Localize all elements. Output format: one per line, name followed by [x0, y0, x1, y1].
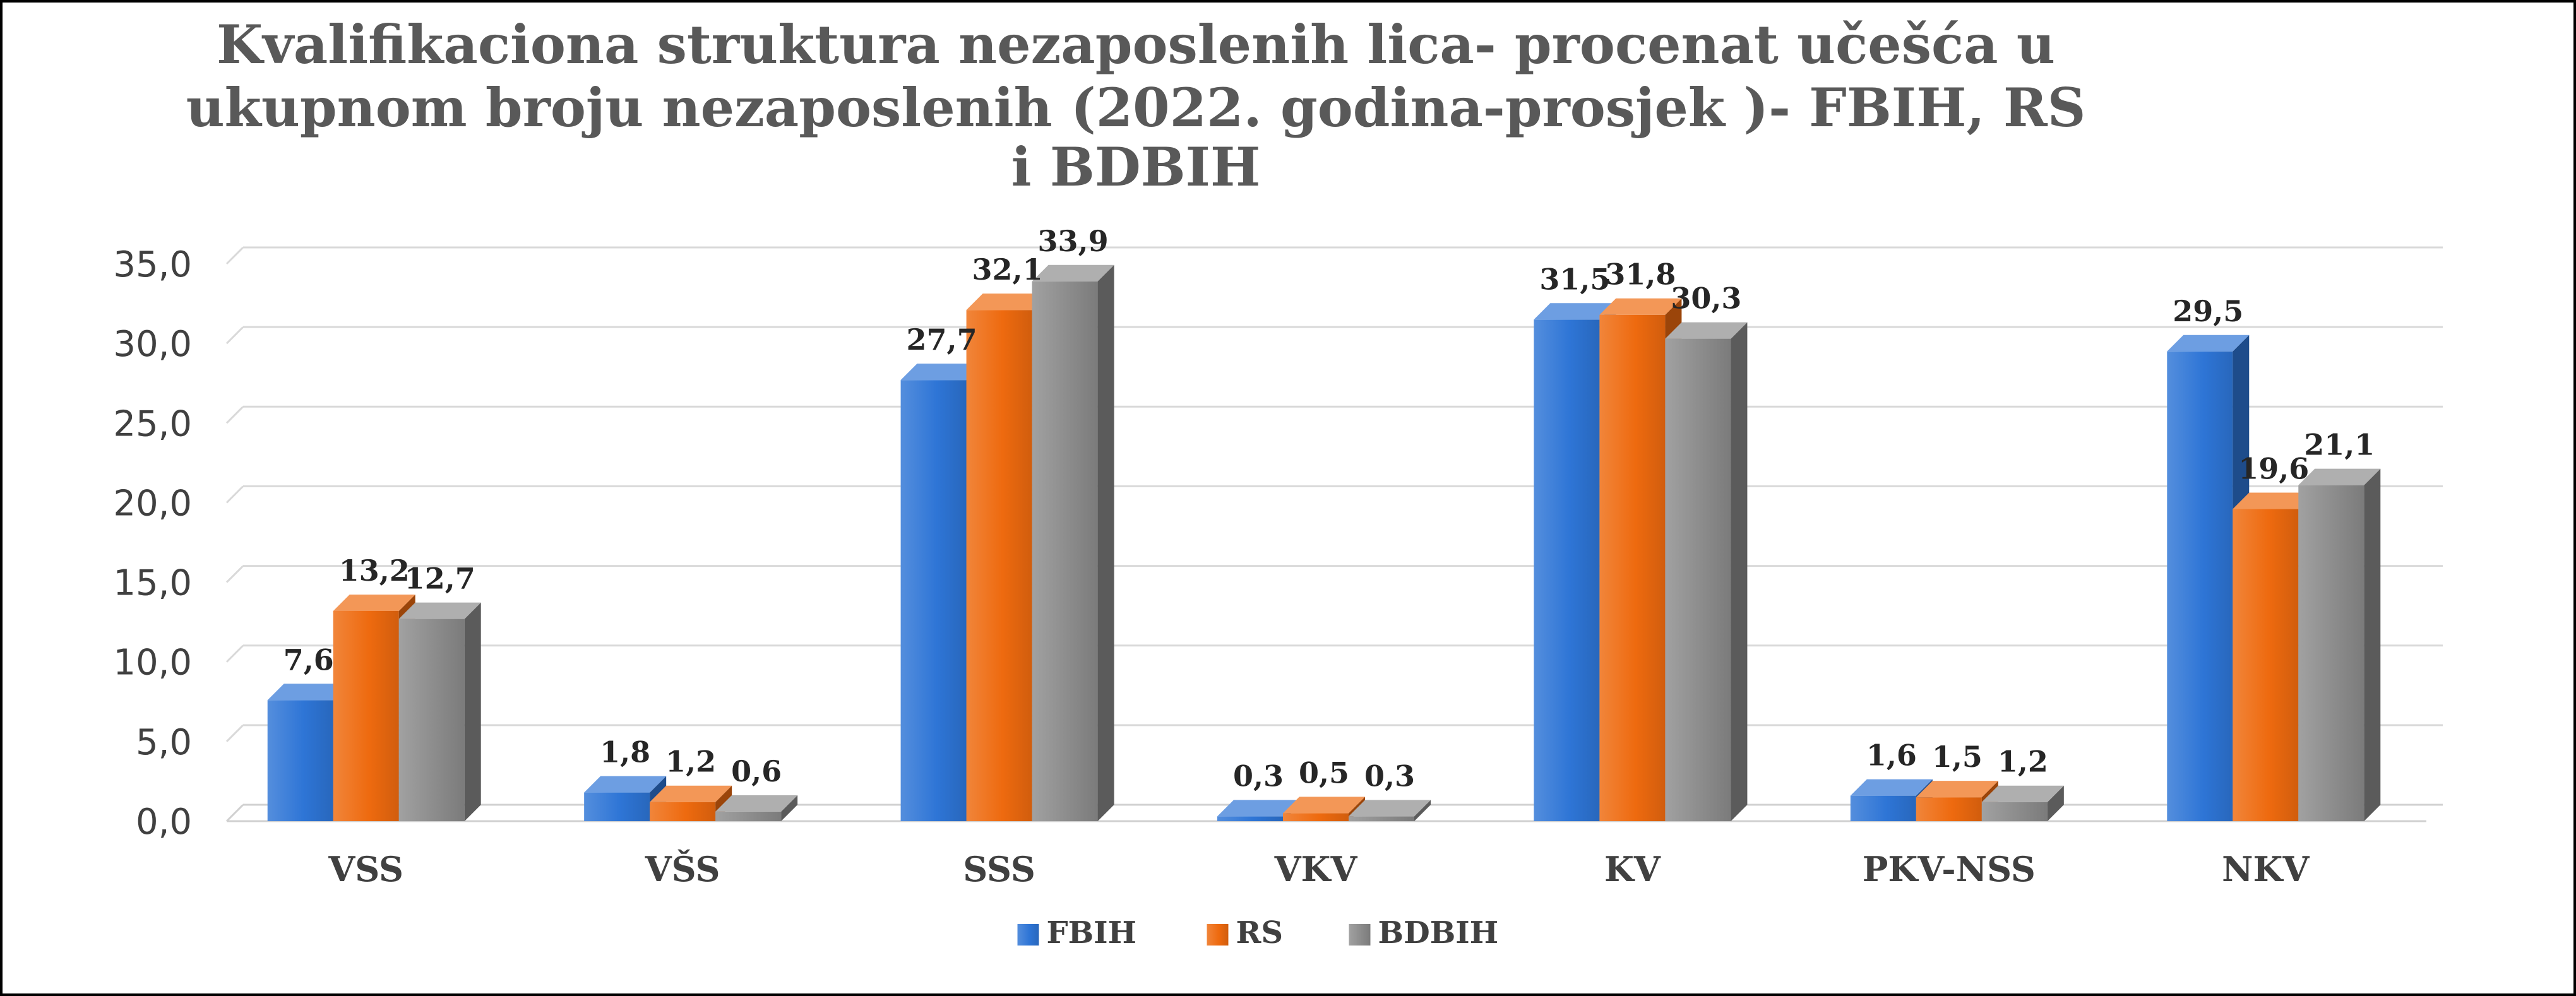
data-label: 31,8 [1605, 258, 1676, 292]
x-axis-ticks: VSS VŠS SSS VKV KV PKV-NSS NKV [328, 849, 2310, 889]
bar-bdbih-sss [1032, 264, 1114, 821]
data-label: 1,8 [600, 735, 650, 769]
x-tick-label: KV [1604, 849, 1661, 889]
legend-swatch [1017, 924, 1039, 946]
chart-title-line-2: ukupnom broju nezaposlenih (2022. godina… [186, 76, 2086, 139]
bars [267, 264, 2381, 822]
y-tick-label: 35,0 [113, 244, 192, 285]
gridline [225, 246, 2443, 265]
data-label: 1,5 [1932, 740, 1983, 774]
y-tick-label: 10,0 [113, 643, 192, 684]
data-label: 0,3 [1364, 759, 1415, 793]
legend-label: BDBIH [1378, 915, 1499, 951]
data-label: 1,2 [1998, 745, 2048, 779]
legend-label: FBIH [1047, 915, 1136, 951]
data-label: 1,6 [1866, 738, 1917, 773]
legend: FBIH RS BDBIH [1017, 915, 1499, 951]
gridline [225, 724, 2443, 742]
data-label: 0,3 [1233, 759, 1284, 793]
data-label: 19,6 [2238, 452, 2309, 486]
y-tick-label: 25,0 [113, 403, 192, 444]
x-tick-label: SSS [963, 849, 1035, 889]
y-tick-label: 15,0 [113, 563, 192, 604]
legend-item-fbih: FBIH [1017, 915, 1136, 951]
data-label: 0,6 [731, 754, 782, 788]
data-label: 7,6 [283, 643, 334, 677]
legend-item-rs: RS [1207, 915, 1284, 951]
bar-fbih-vss [584, 776, 667, 821]
bar-bdbih-vkv [1349, 800, 1431, 821]
gridline [225, 326, 2443, 345]
y-tick-label: 30,0 [113, 324, 192, 365]
chart-title-line-1: Kvalifikaciona struktura nezaposlenih li… [217, 13, 2055, 76]
legend-item-bdbih: BDBIH [1349, 915, 1499, 951]
y-tick-label: 5,0 [136, 722, 192, 763]
x-tick-label: VSS [328, 849, 403, 889]
data-label: 33,9 [1038, 224, 1109, 258]
bar-rs-vss [650, 785, 732, 821]
data-label: 27,7 [907, 323, 977, 357]
data-label: 12,7 [405, 562, 475, 596]
gridlines [225, 246, 2443, 822]
x-tick-label: VŠS [645, 849, 720, 889]
data-label: 31,5 [1539, 262, 1610, 296]
bar-bdbih-kv [1665, 322, 1748, 821]
data-labels: 7,6 13,212,7 1,8 1,2 0,6 27,7 32,133,9 0,3 0,5 0,… [283, 224, 2375, 793]
legend-swatch [1207, 924, 1229, 946]
chart-title: Kvalifikaciona struktura nezaposlenih li… [186, 13, 2086, 198]
chart-title-line-3: i BDBIH [1011, 136, 1261, 198]
data-label: 13,2 [339, 554, 410, 588]
data-label: 30,3 [1671, 282, 1741, 316]
gridline [225, 405, 2443, 424]
x-tick-label: PKV-NSS [1863, 849, 2036, 889]
gridline [225, 565, 2443, 583]
bar-bdbih-vss [715, 795, 798, 821]
bar-bdbih-vss [398, 602, 481, 821]
gridline [225, 485, 2443, 504]
x-tick-label: VKV [1274, 849, 1358, 889]
chart-canvas: Kvalifikaciona struktura nezaposlenih li… [113, 13, 2443, 951]
y-axis-ticks: 0,0 5,0 10,0 15,0 20,0 25,0 30,0 35,0 [113, 244, 192, 843]
data-label: 21,1 [2304, 428, 2375, 462]
data-label: 1,2 [665, 745, 716, 779]
data-label: 29,5 [2173, 294, 2243, 328]
legend-label: RS [1236, 915, 1284, 951]
y-tick-label: 0,0 [136, 802, 192, 843]
bar-bdbih-nkv [2298, 468, 2381, 821]
data-label: 0,5 [1299, 756, 1349, 790]
y-tick-label: 20,0 [113, 483, 192, 524]
legend-swatch [1349, 924, 1371, 946]
data-label: 32,1 [972, 252, 1043, 287]
bar-bdbih-pkv-nss [1981, 785, 2064, 821]
gridline [225, 644, 2443, 663]
x-tick-label: NKV [2222, 849, 2310, 889]
